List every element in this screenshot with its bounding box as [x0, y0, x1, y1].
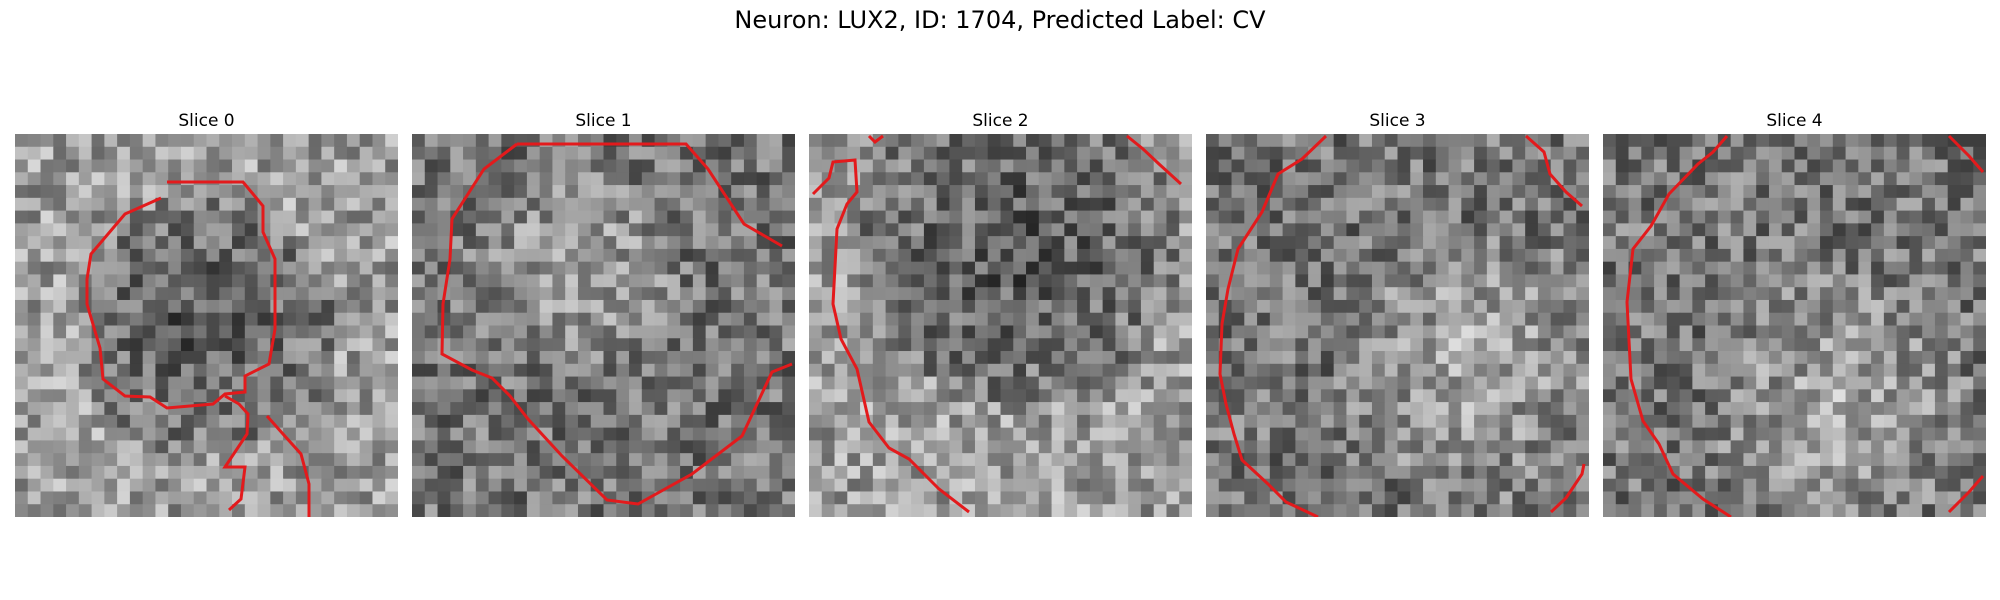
- contour-line: [811, 158, 970, 514]
- slice-image: [15, 134, 398, 517]
- contour-line: [1525, 134, 1583, 208]
- slice-image: [412, 134, 795, 517]
- figure-title: Neuron: LUX2, ID: 1704, Predicted Label:…: [734, 6, 1266, 34]
- panel-slice-0: Slice 0: [15, 110, 398, 517]
- slice-image: [809, 134, 1192, 517]
- contour-line: [1625, 135, 1732, 517]
- contour-line: [222, 394, 250, 512]
- panel-title: Slice 2: [972, 111, 1029, 131]
- contour-line: [517, 142, 783, 248]
- contour-line: [440, 142, 793, 506]
- contour-line: [1549, 463, 1586, 514]
- panel-slice-4: Slice 4: [1603, 110, 1986, 517]
- contour-line: [1218, 134, 1328, 517]
- panel-title: Slice 1: [575, 111, 632, 131]
- panel-title: Slice 0: [178, 111, 235, 131]
- slice-image: [1206, 134, 1589, 517]
- contour-line: [85, 180, 277, 410]
- panel-slice-3: Slice 3: [1206, 110, 1589, 517]
- contour-line: [265, 415, 311, 517]
- panel-title: Slice 3: [1369, 111, 1426, 131]
- contour-line: [867, 134, 884, 144]
- contour-line: [1947, 475, 1985, 514]
- contour-line: [1126, 134, 1183, 186]
- panel-slice-2: Slice 2: [809, 110, 1192, 517]
- slice-image: [1603, 134, 1986, 517]
- contour-line: [1947, 134, 1985, 173]
- panel-slice-1: Slice 1: [412, 110, 795, 517]
- panel-title: Slice 4: [1766, 111, 1823, 131]
